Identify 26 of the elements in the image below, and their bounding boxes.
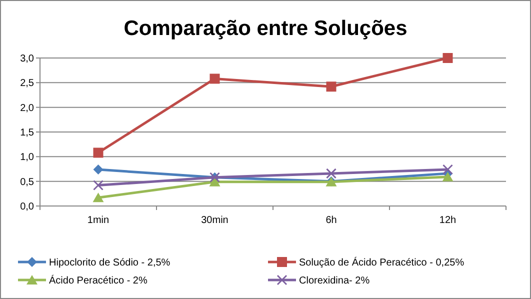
point [93, 164, 104, 174]
legend-label: Solução de Ácido Peracético - 0,25% [299, 256, 464, 268]
point [93, 180, 104, 191]
point [93, 148, 104, 158]
chart-title: Comparação entre Soluções [124, 17, 408, 40]
legend-label: Ácido Peracético - 2% [49, 274, 148, 286]
y-tick-label: 1,0 [20, 152, 34, 164]
legend-label: Clorexidina- 2% [299, 276, 370, 286]
point [442, 53, 453, 63]
y-tick-label: 0,0 [20, 202, 34, 212]
point [326, 168, 336, 179]
point [442, 172, 454, 182]
x-tick-label: 12h [439, 215, 456, 226]
point [442, 164, 453, 175]
y-tick-label: 0,5 [20, 176, 34, 188]
y-tick-label: 1,5 [20, 128, 34, 138]
point [210, 74, 220, 84]
x-tick-label: 30min [201, 215, 228, 226]
y-tick-label: 3,0 [20, 54, 34, 64]
y-tick-label: 2,5 [20, 78, 34, 90]
x-tick-label: 1min [87, 215, 110, 226]
legend-label: Hipoclorito de Sódio - 2,5% [49, 258, 170, 268]
x-tick-label: 6h [326, 215, 337, 226]
point [326, 82, 336, 92]
point [92, 192, 104, 202]
y-tick-label: 2,0 [20, 102, 34, 114]
